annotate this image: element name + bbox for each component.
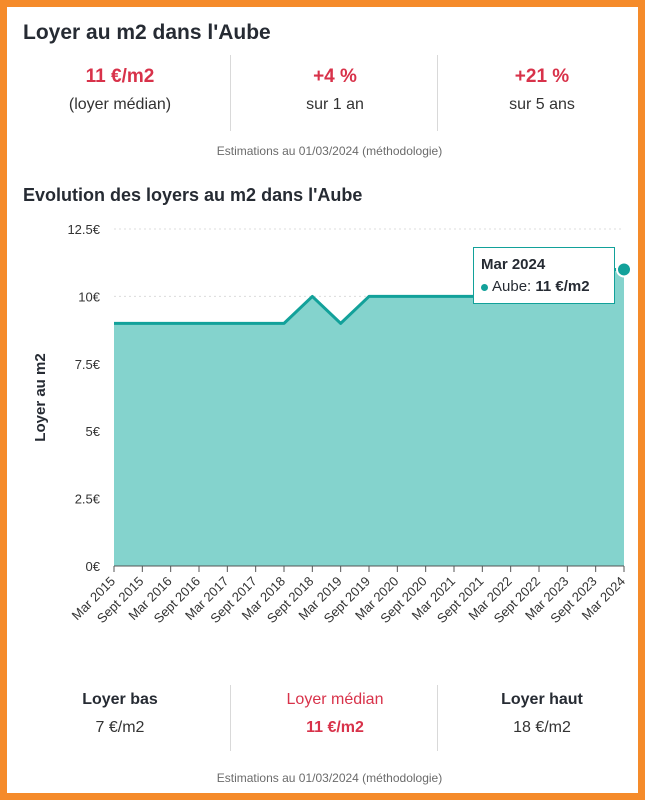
stat-5-years: +21 % sur 5 ans bbox=[437, 55, 645, 131]
stat-value: 18 €/m2 bbox=[513, 719, 571, 736]
divider bbox=[437, 685, 438, 751]
chart-title: Evolution des loyers au m2 dans l'Aube bbox=[23, 185, 363, 205]
stat-label: Loyer médian bbox=[286, 691, 384, 708]
tooltip-value: 11 €/m2 bbox=[535, 278, 590, 295]
y-axis-label: Loyer au m2 bbox=[32, 353, 49, 441]
stat-value: 7 €/m2 bbox=[95, 719, 145, 736]
stat-high: Loyer haut 18 €/m2 bbox=[437, 685, 645, 751]
tooltip-row: Aube: 11 €/m2 bbox=[481, 278, 590, 295]
divider bbox=[230, 55, 231, 131]
y-tick-label: 7.5€ bbox=[75, 357, 101, 372]
stat-label: Loyer haut bbox=[501, 691, 583, 708]
stats-row: 11 €/m2 (loyer médian) +4 % sur 1 an +21… bbox=[15, 55, 645, 131]
y-tick-label: 12.5€ bbox=[67, 222, 100, 237]
stat-low: Loyer bas 7 €/m2 bbox=[15, 685, 225, 751]
stat-value: +21 % bbox=[514, 66, 570, 87]
stat-value: 11 €/m2 bbox=[85, 66, 155, 87]
y-tick-label: 2.5€ bbox=[75, 492, 101, 507]
chart-tooltip: Mar 2024 Aube: 11 €/m2 bbox=[473, 247, 615, 304]
stat-median: 11 €/m2 (loyer médian) bbox=[15, 55, 225, 131]
stat-caption: (loyer médian) bbox=[68, 96, 172, 113]
y-tick-label: 5€ bbox=[86, 424, 101, 439]
tooltip-header: Mar 2024 bbox=[481, 256, 546, 273]
estimation-note-bottom[interactable]: Estimations au 01/03/2024 (méthodologie) bbox=[216, 771, 443, 785]
stat-caption: sur 1 an bbox=[306, 96, 364, 113]
stat-1-year: +4 % sur 1 an bbox=[230, 55, 440, 131]
divider bbox=[437, 55, 438, 131]
series-area bbox=[114, 269, 624, 566]
highlight-point bbox=[616, 261, 632, 278]
stat-value: +4 % bbox=[313, 66, 357, 87]
y-tick-label: 0€ bbox=[86, 559, 101, 574]
range-row: Loyer bas 7 €/m2 Loyer médian 11 €/m2 Lo… bbox=[15, 685, 645, 751]
estimation-note-top[interactable]: Estimations au 01/03/2024 (méthodologie) bbox=[216, 144, 443, 158]
divider bbox=[230, 685, 231, 751]
y-tick-label: 10€ bbox=[78, 289, 100, 304]
stat-label: Loyer bas bbox=[82, 691, 158, 708]
tooltip-series-name: Aube: bbox=[492, 278, 532, 295]
series-dot-icon bbox=[481, 283, 488, 291]
page-title: Loyer au m2 dans l'Aube bbox=[23, 21, 271, 44]
stat-median-rent: Loyer médian 11 €/m2 bbox=[230, 685, 440, 751]
stat-caption: sur 5 ans bbox=[509, 96, 575, 113]
stat-value: 11 €/m2 bbox=[306, 719, 364, 736]
